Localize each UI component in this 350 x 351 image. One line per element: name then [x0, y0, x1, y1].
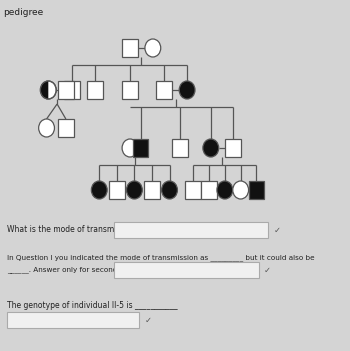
Bar [7, 312, 139, 328]
Circle shape [38, 119, 55, 137]
Circle shape [40, 81, 56, 99]
Text: ✓: ✓ [274, 225, 281, 234]
Bar [201, 181, 217, 199]
Bar [87, 81, 103, 99]
Bar [114, 262, 259, 278]
Bar [225, 139, 241, 157]
Bar [122, 81, 138, 99]
Text: In Question I you indicated the mode of transmission as _________ but it could a: In Question I you indicated the mode of … [7, 254, 315, 261]
Bar [248, 181, 264, 199]
Circle shape [217, 181, 233, 199]
Text: pedigree: pedigree [4, 8, 44, 17]
Circle shape [145, 39, 161, 57]
Text: ✓: ✓ [145, 316, 152, 325]
Bar [114, 222, 268, 238]
Circle shape [179, 81, 195, 99]
Bar [172, 139, 188, 157]
Bar [144, 181, 160, 199]
Bar [64, 81, 80, 99]
Circle shape [122, 139, 138, 157]
Circle shape [91, 181, 107, 199]
Bar [156, 81, 172, 99]
Bar [133, 139, 148, 157]
Text: What is the mode of transmission?: What is the mode of transmission? [7, 225, 140, 234]
Circle shape [126, 181, 142, 199]
Bar [109, 181, 125, 199]
Text: ______. Answer only for second blank: ______. Answer only for second blank [7, 267, 139, 273]
Circle shape [233, 181, 248, 199]
Bar [58, 119, 74, 137]
Text: The genotype of individual II-5 is ___________: The genotype of individual II-5 is _____… [7, 302, 178, 311]
Wedge shape [40, 81, 48, 99]
Circle shape [162, 181, 177, 199]
Bar [122, 39, 138, 57]
Bar [186, 181, 201, 199]
Text: ✓: ✓ [264, 265, 271, 274]
Bar [58, 81, 74, 99]
Circle shape [203, 139, 219, 157]
